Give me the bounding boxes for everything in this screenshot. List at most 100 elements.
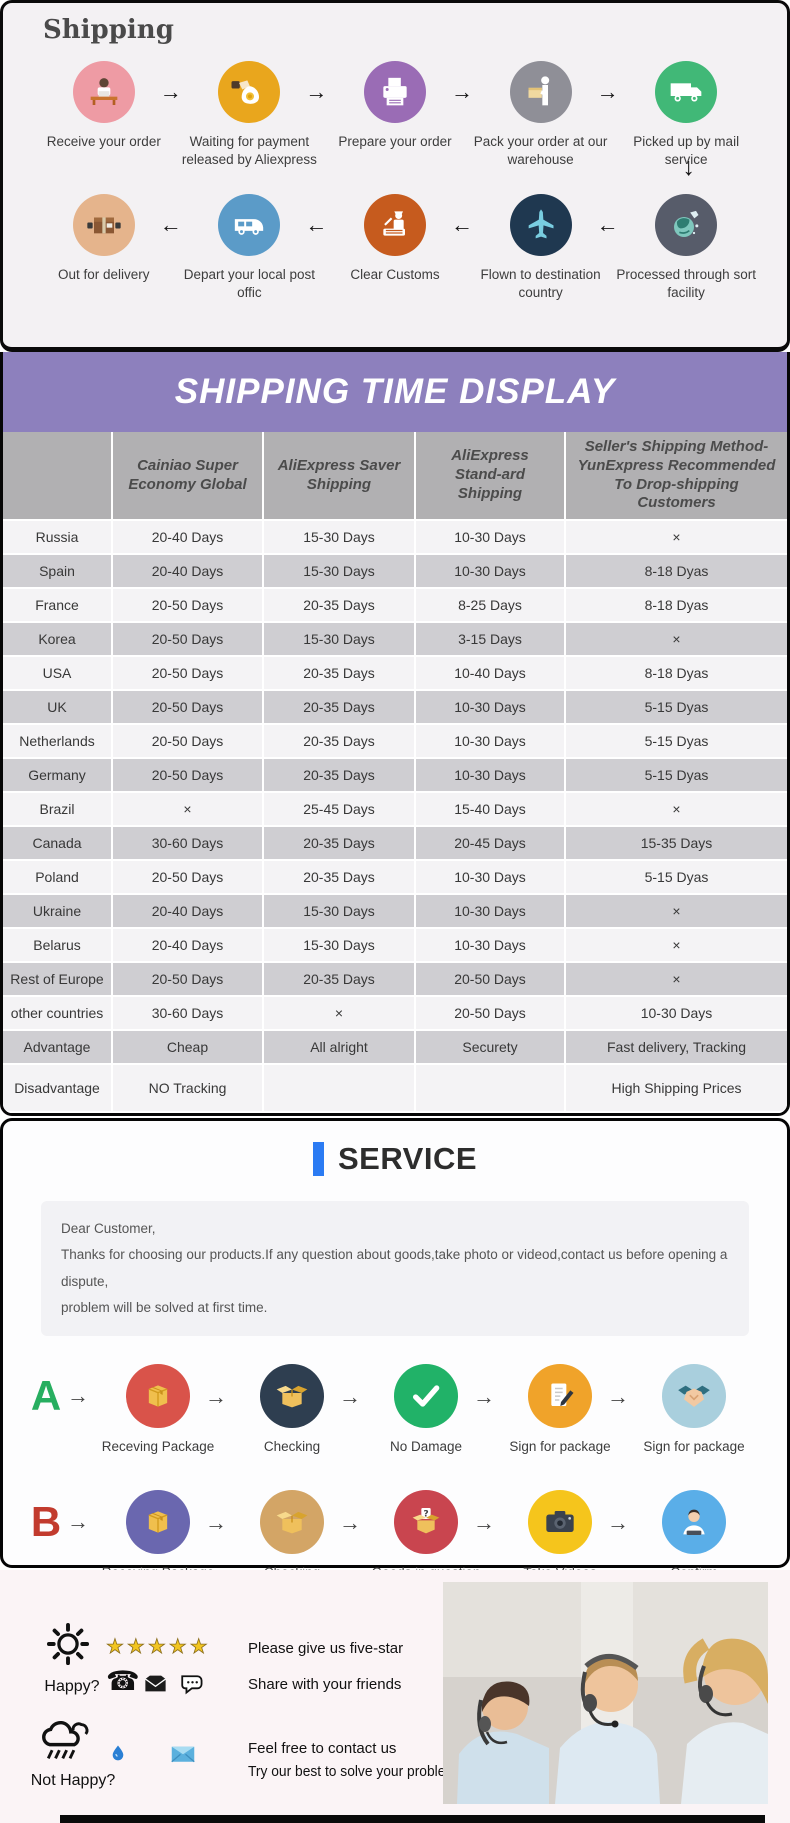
country-cell: Ukraine	[3, 895, 113, 929]
phone-icon: ☎	[106, 1666, 140, 1696]
flow-step-circle	[218, 61, 281, 123]
table-cell: 20-35 Days	[264, 759, 416, 793]
table-cell: 10-40 Days	[416, 657, 566, 691]
flow-step-label: Out for delivery	[58, 267, 150, 283]
table-cell: 20-40 Days	[113, 555, 264, 589]
table-cell: 20-40 Days	[113, 895, 264, 929]
question-box-icon	[406, 1502, 446, 1542]
table-row: Disadvantage NO Tracking High Shipping P…	[3, 1065, 787, 1113]
table-cell: 10-30 Days	[416, 895, 566, 929]
table-cell: 8-18 Dyas	[566, 657, 787, 691]
table-cell: NO Tracking	[113, 1065, 264, 1113]
mail-icon	[142, 1670, 169, 1697]
share-text: Share with your friends	[248, 1676, 402, 1693]
service-step-label: No Damage	[389, 1439, 463, 1455]
table-cell: ×	[566, 929, 787, 963]
country-cell: USA	[3, 657, 113, 691]
table-header-cell: Cainiao Super Economy Global	[113, 432, 264, 521]
flow-step-circle	[363, 61, 426, 123]
shipping-time-banner: SHIPPING TIME DISPLAY	[3, 352, 787, 432]
arrow-right-icon: →	[67, 1508, 89, 1534]
camera-icon	[540, 1502, 580, 1542]
service-step-label: Receving Package	[101, 1439, 215, 1455]
flow-step: → Receive your order	[31, 61, 182, 168]
flow-step-label: Processed through sort facility	[616, 267, 756, 300]
avatar-icon	[674, 1502, 714, 1542]
table-cell: 20-35 Days	[264, 827, 416, 861]
arrow-right-icon: →	[205, 1509, 227, 1535]
solve-text: Try our best to solve your problem	[248, 1763, 457, 1780]
table-cell: 20-45 Days	[416, 827, 566, 861]
table-cell: 10-30 Days	[416, 521, 566, 555]
table-cell: 20-50 Days	[416, 963, 566, 997]
table-cell: 5-15 Dyas	[566, 759, 787, 793]
table-row: Ukraine 20-40 Days 15-30 Days 10-30 Days…	[3, 895, 787, 929]
table-cell: 20-50 Days	[113, 861, 264, 895]
flow-step-label: Prepare your order	[338, 134, 452, 149]
table-row: USA 20-50 Days 20-35 Days 10-40 Days 8-1…	[3, 657, 787, 691]
five-star-icons: ★★★★★	[106, 1636, 211, 1659]
flow-step-circle	[218, 194, 281, 257]
flow-step: ← Clear Customs	[322, 194, 473, 301]
service-step-circle	[126, 1364, 190, 1429]
service-step: → No Damage	[359, 1364, 495, 1456]
service-step: → Sign for package	[493, 1364, 629, 1456]
service-title: SERVICE	[337, 1141, 478, 1176]
shipping-flow-row-1: → Receive your order → Waiting for payme…	[3, 61, 787, 168]
sun-icon	[42, 1618, 94, 1670]
table-cell: Cheap	[113, 1031, 264, 1065]
table-cell: 5-15 Dyas	[566, 861, 787, 895]
table-cell: 3-15 Days	[416, 623, 566, 657]
table-row: Belarus 20-40 Days 15-30 Days 10-30 Days…	[3, 929, 787, 963]
table-row: Netherlands 20-50 Days 20-35 Days 10-30 …	[3, 725, 787, 759]
flow-step-label: Receive your order	[46, 134, 161, 149]
service-step: → Receving Package	[91, 1364, 227, 1456]
table-cell	[416, 1065, 566, 1113]
flow-step-label: Flown to destination country	[480, 267, 601, 300]
table-cell: 20-35 Days	[264, 589, 416, 623]
table-cell: 15-30 Days	[264, 623, 416, 657]
service-flow-a: A → → Receving Package	[3, 1364, 787, 1456]
table-cell: 20-50 Days	[113, 759, 264, 793]
arrow-right-icon: →	[305, 79, 328, 104]
service-step-label: Sign for package	[643, 1439, 745, 1455]
table-row: France 20-50 Days 20-35 Days 8-25 Days 8…	[3, 589, 787, 623]
table-row: Advantage Cheap All alright Securety Fas…	[3, 1031, 787, 1065]
table-cell: 30-60 Days	[113, 827, 264, 861]
table-cell: 20-35 Days	[264, 963, 416, 997]
shipping-flow-row-2: ← Out for delivery ← Depart your local p…	[3, 194, 787, 301]
flow-step-label: Clear Customs	[350, 267, 440, 283]
table-header-row: Cainiao Super Economy Global AliExpress …	[3, 432, 787, 521]
service-step-circle	[528, 1364, 592, 1429]
table-cell: 20-35 Days	[264, 725, 416, 759]
table-cell: High Shipping Prices	[566, 1065, 787, 1113]
flow-step: → Prepare your order	[322, 61, 473, 168]
flow-step-circle	[655, 61, 718, 123]
globe-icon	[666, 205, 706, 245]
sign-doc-icon	[540, 1376, 580, 1416]
chat-icon	[178, 1669, 207, 1698]
table-cell: Fast delivery, Tracking	[566, 1031, 787, 1065]
country-cell: Spain	[3, 555, 113, 589]
flow-step-label: Picked up by mail service	[633, 134, 740, 167]
flow-step-circle	[72, 61, 135, 123]
plane-icon	[521, 205, 561, 245]
water-drop-icon	[106, 1742, 130, 1766]
table-cell: 25-45 Days	[264, 793, 416, 827]
country-cell: Russia	[3, 521, 113, 555]
arrow-left-icon: ←	[450, 212, 473, 238]
country-cell: Poland	[3, 861, 113, 895]
flow-step: ← Processed through sort facility	[613, 194, 759, 301]
box-open-icon	[272, 1376, 312, 1416]
service-title-row: SERVICE	[3, 1141, 787, 1177]
flow-step: → Waiting for payment released by Aliexp…	[177, 61, 327, 168]
flow-step: ← Depart your local post offic	[177, 194, 327, 301]
truck-icon	[666, 72, 706, 112]
flow-step-circle	[72, 194, 135, 257]
arrow-left-icon: ←	[305, 212, 328, 238]
table-cell: 8-25 Days	[416, 589, 566, 623]
arrow-right-icon: →	[205, 1384, 227, 1410]
service-step-circle	[394, 1364, 458, 1429]
table-cell: ×	[566, 793, 787, 827]
flow-b-letter: B	[30, 1497, 62, 1545]
